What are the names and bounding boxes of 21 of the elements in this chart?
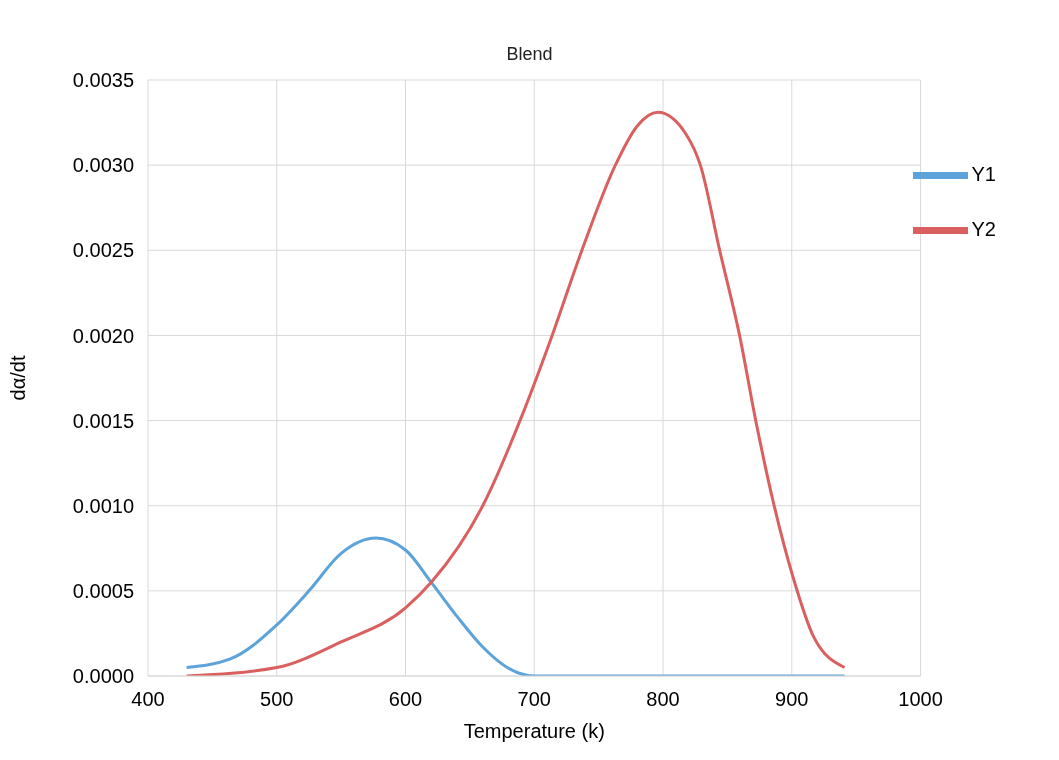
x-tick-label: 700 <box>517 688 551 711</box>
y-tick-label: 0.0005 <box>72 579 134 602</box>
x-tick-label: 800 <box>646 688 680 711</box>
x-tick-label: 400 <box>131 688 165 711</box>
y-tick-label: 0.0010 <box>72 494 134 517</box>
y-tick-label: 0.0000 <box>72 665 134 688</box>
y-tick-label: 0.0020 <box>72 324 134 347</box>
y-tick-label: 0.0025 <box>72 239 134 262</box>
legend-label: Y1 <box>971 162 996 185</box>
x-tick-label: 1000 <box>898 688 943 711</box>
line-series <box>185 110 847 676</box>
y-axis-title: dα/dt <box>7 355 30 401</box>
y-tick-label: 0.0035 <box>72 69 134 92</box>
x-axis-title: Temperature (k) <box>463 720 605 742</box>
x-tick-label: 500 <box>260 688 294 711</box>
x-tick-label: 900 <box>775 688 809 711</box>
legend-label: Y2 <box>971 217 996 240</box>
chart-title: Blend <box>505 44 554 65</box>
y-tick-label: 0.0030 <box>72 154 134 177</box>
y-tick-label: 0.0015 <box>72 409 134 432</box>
x-tick-label: 600 <box>388 688 423 711</box>
